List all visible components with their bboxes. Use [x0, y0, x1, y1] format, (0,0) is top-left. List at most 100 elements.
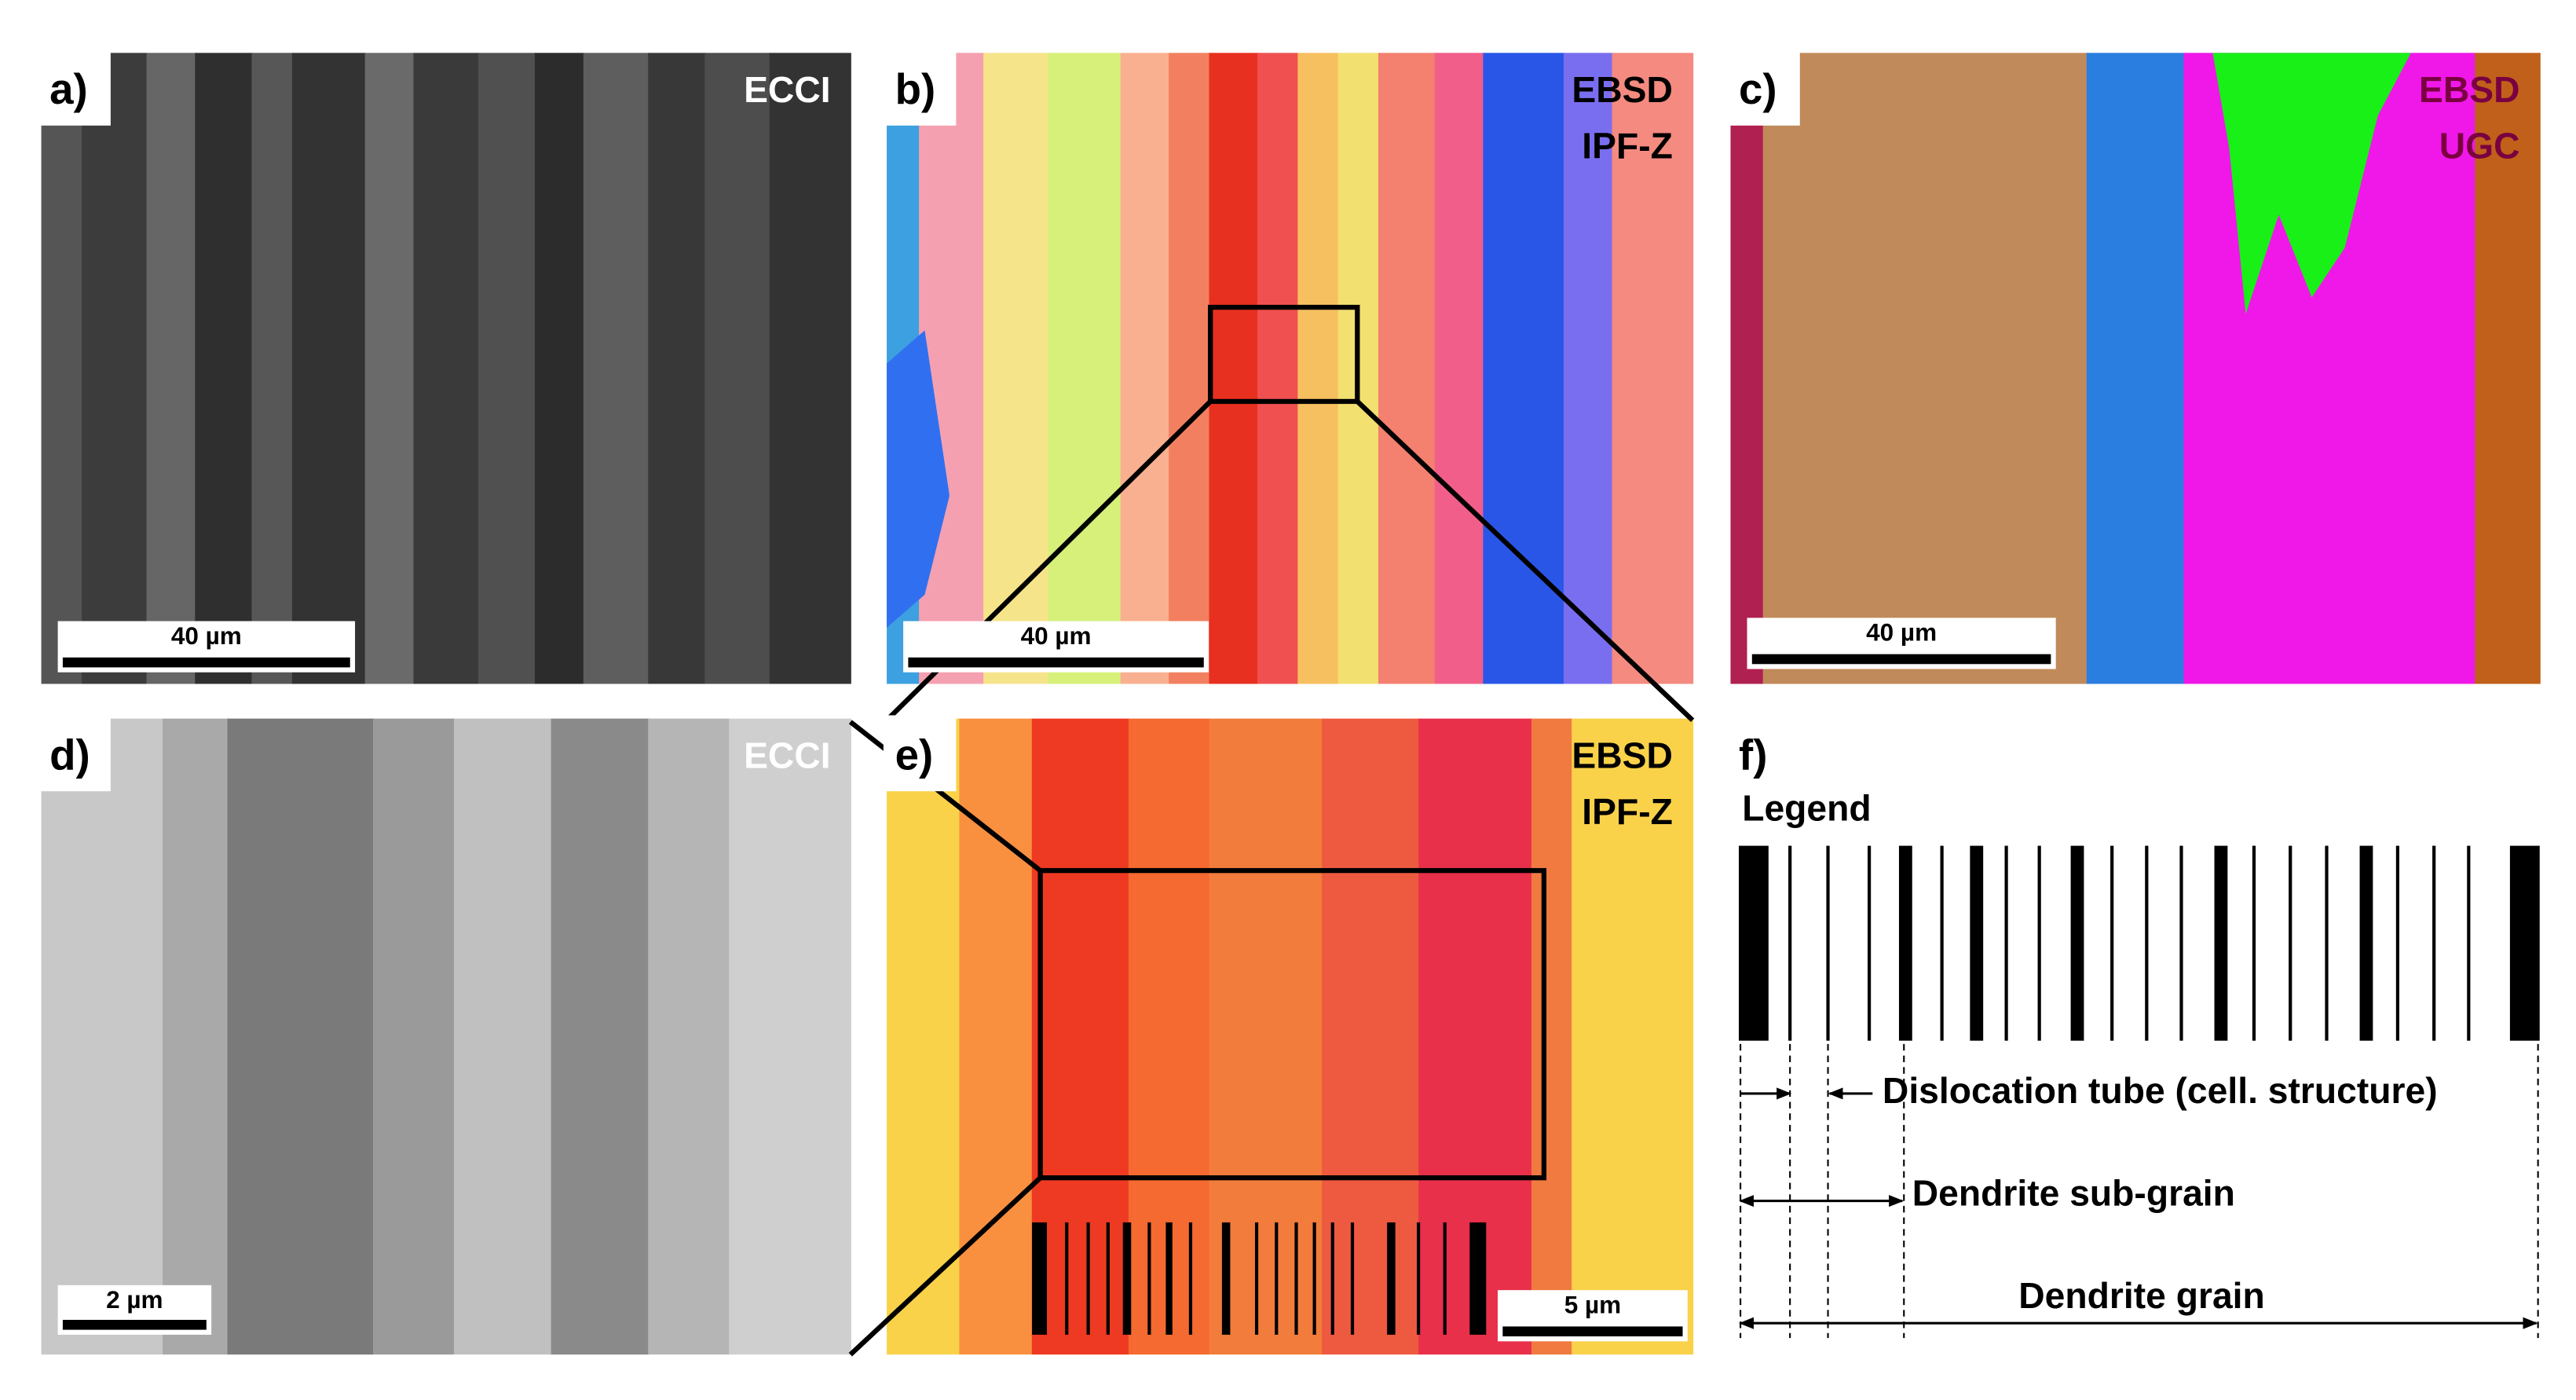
scale-bar-label: 2 µm: [106, 1285, 163, 1314]
panel-tag: EBSD: [2419, 69, 2519, 110]
legend-bar: [1898, 845, 1912, 1041]
micrograph-region: [1297, 53, 1339, 684]
connector: [848, 1175, 1042, 1357]
micrograph-region: [648, 718, 730, 1355]
micrograph-region: [551, 718, 649, 1355]
panel-tag: ECCI: [744, 69, 831, 110]
legend-item: Dendrite sub-grain: [1912, 1173, 2235, 1214]
legend-bar: [2325, 845, 2329, 1041]
legend-bar: [1788, 845, 1792, 1041]
panel-label: e): [895, 731, 934, 779]
micrograph-region: [453, 718, 552, 1355]
micrograph-region: [195, 53, 253, 684]
legend-bar: [1469, 1222, 1487, 1335]
legend-bar: [2004, 845, 2008, 1041]
scale-bar-label: 40 µm: [171, 621, 242, 650]
micrograph-region: [413, 53, 479, 684]
micrograph-region: [1612, 53, 1694, 684]
micrograph-region: [1031, 718, 1129, 1355]
micrograph-region: [478, 53, 536, 684]
panel-label-bg: [883, 715, 957, 792]
grain-region: [887, 330, 950, 629]
legend-bar: [1275, 1222, 1279, 1335]
legend-bar: [1312, 1222, 1316, 1335]
grain-region: [2212, 53, 2411, 314]
scale-bar: [1751, 654, 2051, 665]
legend-bar: [2289, 845, 2292, 1041]
legend-title: Legend: [1742, 788, 1871, 829]
micrograph-region: [1483, 53, 1565, 684]
scale-bar-label: 5 µm: [1564, 1290, 1621, 1318]
micrograph-region: [1762, 53, 2088, 684]
panel-label-bg: [883, 49, 957, 126]
micrograph-region: [227, 718, 375, 1355]
micrograph-region: [2475, 53, 2541, 684]
legend-bar: [1350, 1222, 1355, 1335]
panel-tag: UGC: [2439, 125, 2520, 166]
micrograph-region: [887, 718, 961, 1355]
micrograph-region: [41, 53, 83, 684]
legend-bar: [1940, 845, 1944, 1041]
micrograph-region: [1572, 718, 1694, 1355]
panel-label: c): [1739, 65, 1777, 113]
micrograph-region: [146, 53, 196, 684]
micrograph-region: [1531, 718, 1573, 1355]
connector: [1356, 399, 1695, 723]
legend-bar: [2145, 845, 2149, 1041]
micrograph-region: [769, 53, 851, 684]
micrograph-region: [82, 53, 148, 684]
scale-bar: [908, 657, 1204, 668]
legend-bar: [1826, 845, 1830, 1041]
micrograph-region: [983, 53, 1049, 684]
micrograph-region: [364, 53, 415, 684]
panel-label-bg: [38, 715, 111, 792]
scale-bar: [62, 657, 350, 668]
panel-label-bg: [1727, 49, 1800, 126]
legend-bar: [1254, 1222, 1259, 1335]
panel-tag: IPF-Z: [1582, 125, 1673, 166]
legend-item: Dendrite grain: [2018, 1275, 2265, 1316]
legend-bar: [2432, 845, 2436, 1041]
legend-item: Dislocation tube (cell. structure): [1883, 1070, 2438, 1111]
scale-bar: [1502, 1326, 1683, 1337]
micrograph-region: [1563, 53, 1613, 684]
micrograph-region: [704, 53, 770, 684]
micrograph-region: [1434, 53, 1484, 684]
panel-label: f): [1739, 731, 1767, 779]
legend-bar: [2214, 845, 2228, 1041]
panel-label: d): [49, 731, 90, 779]
legend-bar: [2252, 845, 2256, 1041]
micrograph-region: [41, 718, 164, 1355]
legend-bar: [1086, 1222, 1090, 1335]
legend-bar: [2467, 845, 2471, 1041]
micrograph-region: [535, 53, 584, 684]
legend-bar: [2037, 845, 2041, 1041]
connector: [848, 720, 1042, 873]
panel-tag: EBSD: [1572, 735, 1673, 775]
micrograph-region: [1169, 53, 1210, 684]
micrograph-region: [648, 53, 706, 684]
legend-bar: [1739, 845, 1769, 1041]
micrograph-region: [729, 718, 851, 1355]
micrograph-region: [959, 718, 1033, 1355]
panel-label-bg: [1727, 715, 1800, 792]
panel-label: a): [49, 65, 88, 113]
legend-bar: [1443, 1222, 1447, 1335]
legend-bar: [1065, 1222, 1069, 1335]
panel-label: b): [895, 65, 936, 113]
panel-tag: EBSD: [1572, 69, 1673, 110]
legend-bar: [1294, 1222, 1298, 1335]
legend-bar: [1122, 1222, 1132, 1335]
legend-bar: [2509, 845, 2540, 1041]
legend-bar: [2395, 845, 2400, 1041]
legend-bar: [1165, 1222, 1173, 1335]
zoom-box: [1037, 867, 1547, 1181]
micrograph-region: [372, 718, 456, 1355]
scale-bar-label: 40 µm: [1866, 618, 1937, 647]
micrograph-region: [291, 53, 366, 684]
panel-tag: ECCI: [744, 735, 831, 775]
micrograph-region: [1257, 53, 1299, 684]
legend-bar: [1417, 1222, 1421, 1335]
micrograph-region: [583, 53, 649, 684]
